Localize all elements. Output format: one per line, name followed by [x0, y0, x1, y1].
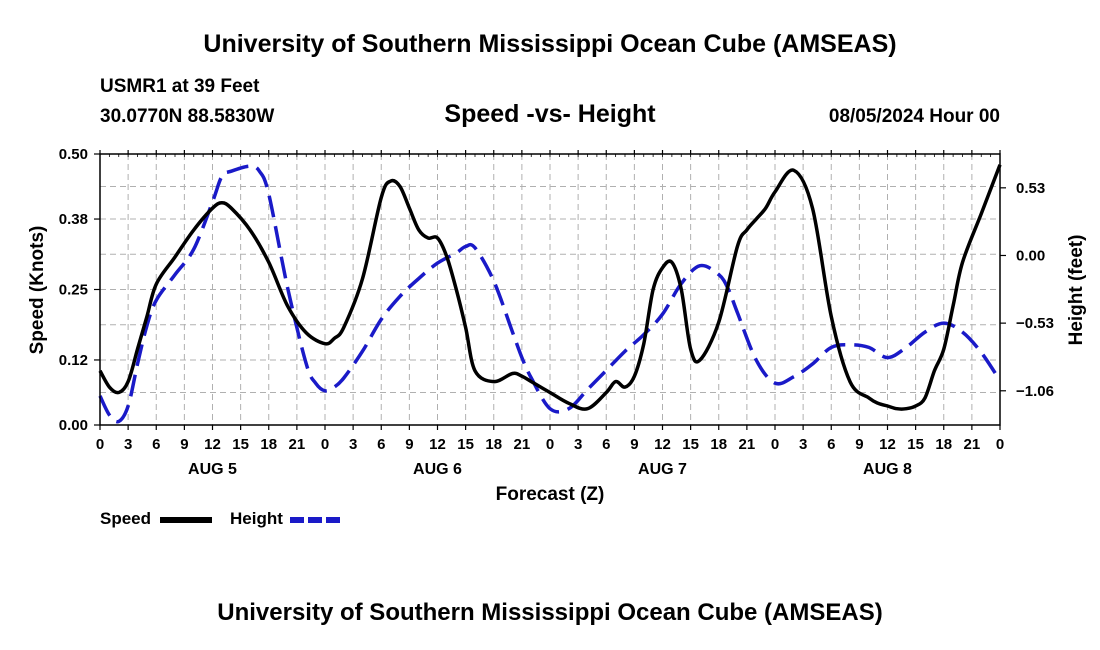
- x-tick-label: 18: [935, 436, 952, 453]
- day-label: AUG 7: [638, 461, 687, 478]
- x-tick-label: 12: [879, 436, 896, 453]
- station-label: USMR1 at 39 Feet: [100, 76, 260, 97]
- x-tick-label: 0: [321, 436, 329, 453]
- y2-axis-label: Height (feet): [1066, 235, 1087, 346]
- day-label: AUG 8: [863, 461, 912, 478]
- y-tick-label: 0.50: [59, 146, 88, 163]
- speed-height-chart: 0 3 6 9 12 15 18 21 0 3 6 9 12 15 18 21 0 3 6 9 12 15 18 21 0 3 6 9…: [27, 146, 1087, 505]
- y-tick-label: 0.38: [59, 211, 88, 228]
- legend-height-swatch: [290, 517, 342, 523]
- x-tick-label: 0: [771, 436, 779, 453]
- y2-tick-label: −0.53: [1016, 315, 1054, 332]
- top-title: University of Southern Mississippi Ocean…: [203, 30, 897, 58]
- x-tick-label: 21: [964, 436, 981, 453]
- x-tick-label: 12: [204, 436, 221, 453]
- x-tick-label: 3: [574, 436, 582, 453]
- bottom-title: University of Southern Mississippi Ocean…: [217, 599, 883, 626]
- day-label: AUG 6: [413, 461, 462, 478]
- y2-tick-label: 0.53: [1016, 180, 1045, 197]
- y-tick-label: 0.25: [59, 282, 88, 299]
- x-tick-label: 15: [457, 436, 474, 453]
- y-tick-label: 0.00: [59, 417, 88, 434]
- x-tick-label: 18: [485, 436, 502, 453]
- chart-subtitle: Speed -vs- Height: [444, 100, 656, 128]
- series-line-height: [98, 164, 1002, 424]
- day-label: AUG 5: [188, 461, 237, 478]
- legend-height-label: Height: [230, 509, 283, 528]
- x-tick-label: 0: [546, 436, 554, 453]
- x-tick-label: 3: [799, 436, 807, 453]
- x-tick-label: 9: [630, 436, 638, 453]
- x-tick-label: 15: [232, 436, 249, 453]
- x-tick-label: 21: [514, 436, 531, 453]
- x-tick-label: 12: [429, 436, 446, 453]
- x-tick-label: 18: [260, 436, 277, 453]
- forecast-datetime: 08/05/2024 Hour 00: [828, 106, 1000, 127]
- y2-tick-label: 0.00: [1016, 247, 1045, 264]
- x-tick-label: 0: [996, 436, 1004, 453]
- x-tick-label: 12: [654, 436, 671, 453]
- x-tick-label: 0: [96, 436, 104, 453]
- legend-speed-label: Speed: [100, 509, 152, 528]
- x-tick-label: 15: [682, 436, 699, 453]
- y-tick-label: 0.12: [59, 352, 88, 369]
- x-axis-label: Forecast (Z): [496, 484, 605, 505]
- x-tick-label: 21: [739, 436, 756, 453]
- x-tick-label: 6: [377, 436, 385, 453]
- x-tick-label: 6: [827, 436, 835, 453]
- axes: 0 3 6 9 12 15 18 21 0 3 6 9 12 15 18 21 0 3 6 9 12 15 18 21 0 3 6 9…: [59, 146, 1054, 478]
- x-tick-label: 18: [710, 436, 727, 453]
- x-tick-label: 6: [152, 436, 160, 453]
- series-line-speed: [98, 164, 1002, 411]
- x-tick-label: 9: [405, 436, 413, 453]
- x-tick-label: 3: [349, 436, 357, 453]
- x-tick-label: 3: [124, 436, 132, 453]
- x-tick-label: 15: [907, 436, 924, 453]
- x-tick-label: 21: [289, 436, 306, 453]
- x-tick-label: 9: [180, 436, 188, 453]
- x-tick-label: 9: [855, 436, 863, 453]
- legend-speed-swatch: [160, 517, 212, 523]
- x-tick-label: 6: [602, 436, 610, 453]
- station-coords: 30.0770N 88.5830W: [100, 106, 275, 127]
- series-layer: [98, 164, 1002, 424]
- grid: [100, 154, 1000, 425]
- y2-tick-label: −1.06: [1016, 383, 1054, 400]
- y-axis-label: Speed (Knots): [27, 226, 48, 355]
